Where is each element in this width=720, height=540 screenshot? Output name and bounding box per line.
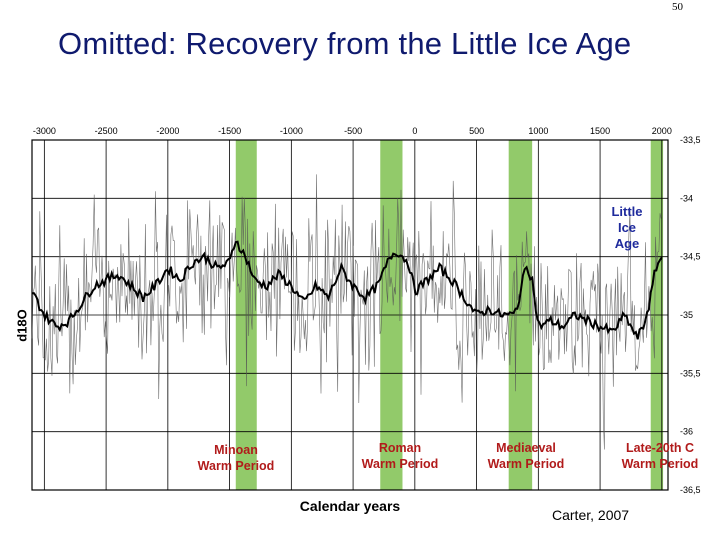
x-tick-label: 500 bbox=[469, 126, 484, 136]
source-credit: Carter, 2007 bbox=[552, 507, 630, 523]
smoothed-data-line bbox=[31, 240, 663, 340]
x-tick-label: -500 bbox=[344, 126, 362, 136]
period-label-mediaeval: Mediaeval Warm Period bbox=[487, 441, 565, 471]
y-tick-label: -34,5 bbox=[680, 252, 701, 262]
y-tick-label: -36,5 bbox=[680, 485, 701, 495]
raw-data-line bbox=[31, 174, 662, 450]
x-tick-label: 1500 bbox=[590, 126, 610, 136]
period-label-minoan: Minoan Warm Period bbox=[197, 443, 275, 473]
x-tick-label: -2500 bbox=[95, 126, 118, 136]
x-tick-label: -3000 bbox=[33, 126, 56, 136]
plot-frame bbox=[31, 139, 669, 491]
little-ice-age-label: Little Ice Age bbox=[611, 204, 643, 251]
x-axis-title: Calendar years bbox=[299, 498, 401, 514]
page-number: 50 bbox=[672, 1, 683, 13]
period-label-roman: Roman Warm Period bbox=[361, 441, 439, 471]
x-tick-label: -1000 bbox=[280, 126, 303, 136]
x-tick-label: 2000 bbox=[652, 126, 672, 136]
y-tick-label: -36 bbox=[680, 427, 693, 437]
x-tick-label: 1000 bbox=[528, 126, 548, 136]
y-axis-title: d18O bbox=[14, 309, 30, 342]
period-label-late-20th: Late-20th C Warm Period bbox=[621, 441, 699, 471]
y-tick-label: -34 bbox=[680, 193, 693, 203]
y-tick-label: -35 bbox=[680, 310, 693, 320]
x-tick-label: -2000 bbox=[156, 126, 179, 136]
slide-title: Omitted: Recovery from the Little Ice Ag… bbox=[58, 26, 632, 61]
y-tick-label: -35,5 bbox=[680, 368, 701, 378]
x-tick-label: -1500 bbox=[218, 126, 241, 136]
x-tick-label: 0 bbox=[412, 126, 417, 136]
y-tick-label: -33,5 bbox=[680, 135, 701, 145]
